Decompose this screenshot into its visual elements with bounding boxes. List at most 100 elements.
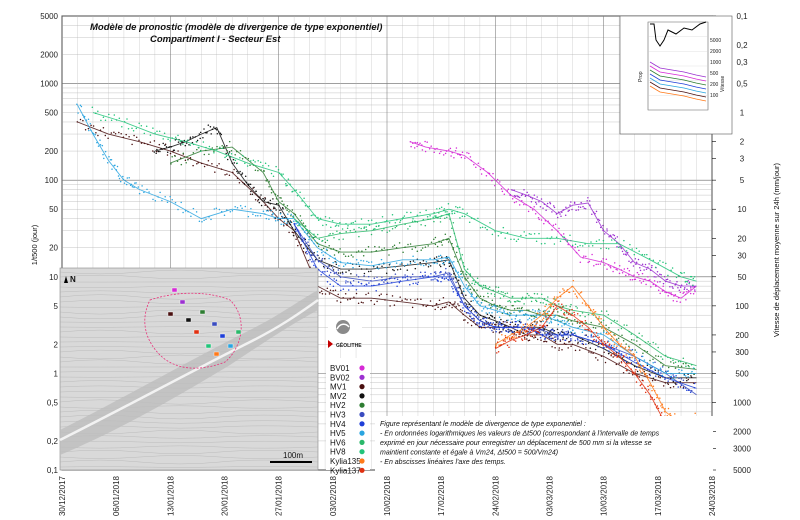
data-point: [472, 317, 475, 320]
data-point: [84, 128, 87, 131]
data-point: [427, 245, 429, 247]
data-point: [455, 289, 457, 291]
data-point: [483, 315, 485, 318]
data-point: [577, 343, 579, 345]
data-point: [260, 194, 262, 196]
data-point: [392, 268, 394, 271]
data-point: [439, 217, 441, 220]
data-point: [503, 307, 506, 309]
data-point: [581, 312, 584, 314]
data-point: [670, 293, 673, 296]
data-point: [592, 352, 594, 354]
data-point: [439, 254, 442, 257]
data-point: [396, 300, 398, 302]
data-point: [504, 321, 506, 323]
data-point: [530, 324, 533, 327]
y2-tick-label: 2: [740, 138, 745, 147]
data-point: [526, 334, 529, 337]
geolithe-logo-icon: [336, 320, 350, 334]
data-point: [685, 299, 687, 301]
data-point: [584, 303, 587, 305]
data-point: [540, 293, 543, 295]
data-point: [530, 319, 533, 321]
data-point: [174, 201, 177, 204]
data-point: [588, 200, 591, 202]
series-line: [170, 146, 697, 370]
data-point: [614, 334, 616, 337]
data-point: [487, 172, 489, 174]
data-point: [577, 209, 580, 211]
data-point: [643, 349, 646, 352]
data-point: [191, 141, 194, 144]
data-point: [526, 292, 529, 295]
data-point: [460, 292, 463, 294]
data-point: [573, 311, 575, 314]
y-tick-label: 0,1: [47, 466, 59, 475]
data-point: [291, 226, 293, 229]
data-point: [597, 346, 599, 348]
data-point: [480, 325, 482, 328]
data-point: [353, 296, 355, 298]
data-point: [303, 197, 305, 199]
y2-tick-label: 1000: [733, 398, 751, 407]
data-point: [363, 275, 365, 277]
data-point: [600, 321, 603, 323]
data-point: [307, 259, 310, 262]
data-point: [680, 284, 683, 286]
data-point: [503, 310, 505, 313]
data-point: [460, 301, 462, 304]
data-point: [159, 150, 161, 153]
figure-note-line: - En ordonnées logarithmiques les valeur…: [380, 431, 660, 438]
data-point: [638, 365, 640, 367]
data-point: [307, 241, 309, 243]
data-point: [515, 240, 518, 243]
data-point: [280, 197, 282, 199]
series-bv02: [509, 188, 697, 291]
data-point: [517, 324, 519, 326]
data-point: [451, 210, 453, 213]
legend-swatch: [359, 374, 365, 380]
data-point: [555, 213, 558, 215]
data-point: [375, 221, 377, 224]
data-point: [421, 149, 424, 151]
data-point: [428, 264, 430, 266]
data-point: [675, 383, 678, 385]
data-point: [453, 273, 455, 275]
data-point: [267, 201, 269, 203]
data-point: [216, 145, 218, 148]
data-point: [635, 351, 638, 354]
data-point: [173, 149, 176, 151]
data-point: [591, 245, 594, 247]
data-point: [565, 206, 567, 209]
map-marker: [179, 299, 186, 305]
data-point: [617, 337, 620, 340]
data-point: [472, 279, 474, 282]
data-point: [289, 183, 291, 186]
data-point: [87, 127, 90, 130]
data-point: [510, 312, 512, 315]
data-point: [528, 194, 530, 196]
legend-label: HV4: [330, 420, 346, 429]
data-point: [512, 304, 514, 307]
data-point: [500, 232, 502, 234]
data-point: [631, 278, 634, 281]
data-point: [660, 372, 662, 374]
data-point: [242, 154, 244, 157]
data-point: [659, 292, 661, 295]
data-point: [654, 403, 656, 406]
data-point: [383, 228, 385, 230]
data-point: [454, 256, 456, 258]
data-point: [544, 314, 547, 316]
data-point: [543, 203, 546, 206]
data-point: [241, 172, 244, 174]
data-point: [655, 285, 657, 288]
data-point: [495, 306, 497, 308]
data-point: [597, 263, 599, 266]
data-point: [185, 142, 188, 144]
data-point: [676, 281, 678, 283]
data-point: [377, 225, 380, 227]
legend-label: HV2: [330, 401, 346, 410]
data-point: [140, 142, 143, 144]
data-point: [528, 233, 531, 235]
